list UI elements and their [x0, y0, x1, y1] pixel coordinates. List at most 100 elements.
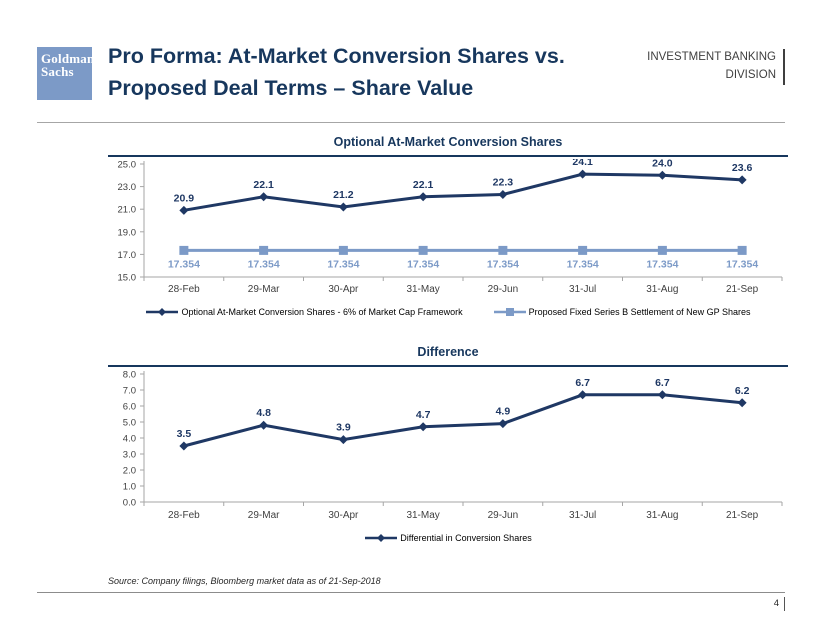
line-chart: 25.0 23.0 21.0 19.0 17.0 15.0 28-Feb 29-Mar 30-A… — [118, 159, 783, 295]
data-point-marker — [338, 245, 348, 255]
x-axis-tick-label: 30-Apr — [328, 284, 359, 295]
legend-item: Proposed Fixed Series B Settlement of Ne… — [493, 307, 751, 317]
data-point-marker — [418, 192, 428, 202]
y-axis-tick-label: 3.0 — [123, 450, 136, 461]
y-axis-tick-label: 25.0 — [118, 160, 137, 171]
x-axis-tick-label: 29-Jun — [488, 284, 519, 295]
legend-label: Proposed Fixed Series B Settlement of Ne… — [528, 307, 751, 317]
header-divider — [37, 122, 785, 123]
line-chart: 8.0 7.0 6.0 5.0 4.0 3.0 2.0 1.0 0.0 28-Feb 29-Mar 3… — [123, 370, 783, 521]
data-point-label: 6.2 — [735, 385, 750, 397]
chart-legend: Differential in Conversion Shares — [108, 533, 788, 543]
data-point-label: 17.354 — [646, 258, 678, 270]
data-point-marker — [578, 390, 588, 400]
legend-item: Optional At-Market Conversion Shares - 6… — [145, 307, 463, 317]
data-point-marker — [737, 245, 747, 255]
legend-marker-icon — [365, 534, 398, 542]
legend-label: Differential in Conversion Shares — [400, 533, 532, 543]
data-point-label: 17.354 — [726, 258, 758, 270]
legend-item: Differential in Conversion Shares — [364, 533, 532, 543]
goldman-sachs-logo: Goldman Sachs — [37, 47, 95, 100]
data-point-marker — [657, 170, 667, 180]
data-point-label: 22.1 — [413, 179, 434, 191]
x-axis-tick-label: 31-Jul — [569, 284, 596, 295]
data-point-label: 17.354 — [248, 258, 280, 270]
division-line2: DIVISION — [725, 68, 776, 81]
data-point-marker — [418, 245, 428, 255]
logo-text-line2: Sachs — [41, 64, 74, 80]
data-point-label: 4.9 — [496, 406, 511, 418]
x-axis-tick-label: 21-Sep — [726, 284, 759, 295]
chart-section-difference: Difference 8.0 7.0 6.0 5.0 4.0 3.0 2.0 1.0 0.0 28… — [108, 345, 788, 543]
data-point-label: 21.2 — [333, 189, 354, 201]
data-point-label: 17.354 — [168, 258, 200, 270]
y-axis-tick-label: 8.0 — [123, 370, 136, 381]
series-line — [183, 172, 743, 212]
y-axis-tick-label: 15.0 — [118, 273, 137, 284]
data-point-label: 17.354 — [407, 258, 439, 270]
data-point-marker — [338, 435, 348, 445]
logo-text-line1: Goldman — [41, 51, 95, 66]
legend-marker-icon — [493, 308, 526, 316]
x-axis-tick-label: 29-Mar — [248, 284, 280, 295]
y-axis-tick-label: 5.0 — [123, 418, 136, 429]
data-point-marker — [578, 245, 588, 255]
data-point-marker — [737, 175, 747, 185]
y-axis-tick-label: 21.0 — [118, 205, 137, 216]
data-point-label: 3.9 — [336, 422, 351, 434]
x-axis-tick-label: 29-Mar — [248, 510, 280, 521]
division-label: INVESTMENT BANKING DIVISION — [647, 49, 785, 85]
data-point-label: 17.354 — [567, 258, 599, 270]
chart-title: Optional At-Market Conversion Shares — [333, 135, 563, 149]
data-point-label: 6.7 — [575, 377, 590, 389]
data-point-marker — [657, 390, 667, 400]
y-axis-tick-label: 1.0 — [123, 482, 136, 493]
footer-divider — [37, 592, 785, 593]
x-axis-tick-label: 31-May — [406, 510, 439, 521]
data-point-marker — [498, 245, 508, 255]
y-axis-tick-label: 0.0 — [123, 498, 136, 509]
data-point-marker — [338, 202, 348, 212]
x-axis-tick-label: 31-Jul — [569, 510, 596, 521]
y-axis-tick-label: 19.0 — [118, 227, 137, 238]
data-point-label: 3.5 — [177, 428, 192, 440]
data-point-marker — [179, 245, 189, 255]
legend-label: Optional At-Market Conversion Shares - 6… — [181, 307, 463, 317]
x-axis-tick-label: 31-Aug — [646, 510, 678, 521]
x-axis-tick-label: 28-Feb — [168, 284, 200, 295]
data-point-marker — [737, 398, 747, 408]
data-point-label: 4.7 — [416, 409, 431, 421]
y-axis-tick-label: 4.0 — [123, 434, 136, 445]
data-point-label: 20.9 — [174, 192, 195, 204]
data-point-label: 22.1 — [253, 179, 274, 191]
division-line1: INVESTMENT BANKING — [647, 51, 776, 63]
x-axis-tick-label: 31-May — [406, 284, 439, 295]
data-point-marker — [259, 245, 269, 255]
data-point-label: 17.354 — [327, 258, 359, 270]
data-point-marker — [179, 441, 189, 451]
x-axis-tick-label: 21-Sep — [726, 510, 759, 521]
data-point-label: 22.3 — [493, 177, 514, 189]
y-axis-tick-label: 7.0 — [123, 386, 136, 397]
data-point-label: 23.6 — [732, 162, 753, 174]
data-point-marker — [498, 419, 508, 429]
y-axis-tick-label: 2.0 — [123, 466, 136, 477]
data-point-marker — [578, 169, 588, 179]
data-point-label: 4.8 — [256, 407, 271, 419]
page-number: 4 — [774, 597, 785, 611]
chart-title: Difference — [417, 345, 479, 359]
x-axis-tick-label: 31-Aug — [646, 284, 678, 295]
data-point-label: 6.7 — [655, 377, 670, 389]
chart-legend: Optional At-Market Conversion Shares - 6… — [108, 307, 788, 317]
y-axis-tick-label: 6.0 — [123, 402, 136, 413]
data-point-marker — [418, 422, 428, 432]
chart-section-optional-at-market-conversion-shares: Optional At-Market Conversion Shares 25.… — [108, 135, 788, 317]
page-title-line1: Pro Forma: At-Market Conversion Shares v… — [108, 44, 565, 68]
page-title-line2: Proposed Deal Terms – Share Value — [108, 76, 474, 101]
source-note: Source: Company filings, Bloomberg marke… — [108, 576, 381, 586]
y-axis-tick-label: 23.0 — [118, 182, 137, 193]
chart-title-divider — [108, 155, 788, 157]
data-point-marker — [259, 192, 269, 202]
series-line — [183, 393, 743, 448]
